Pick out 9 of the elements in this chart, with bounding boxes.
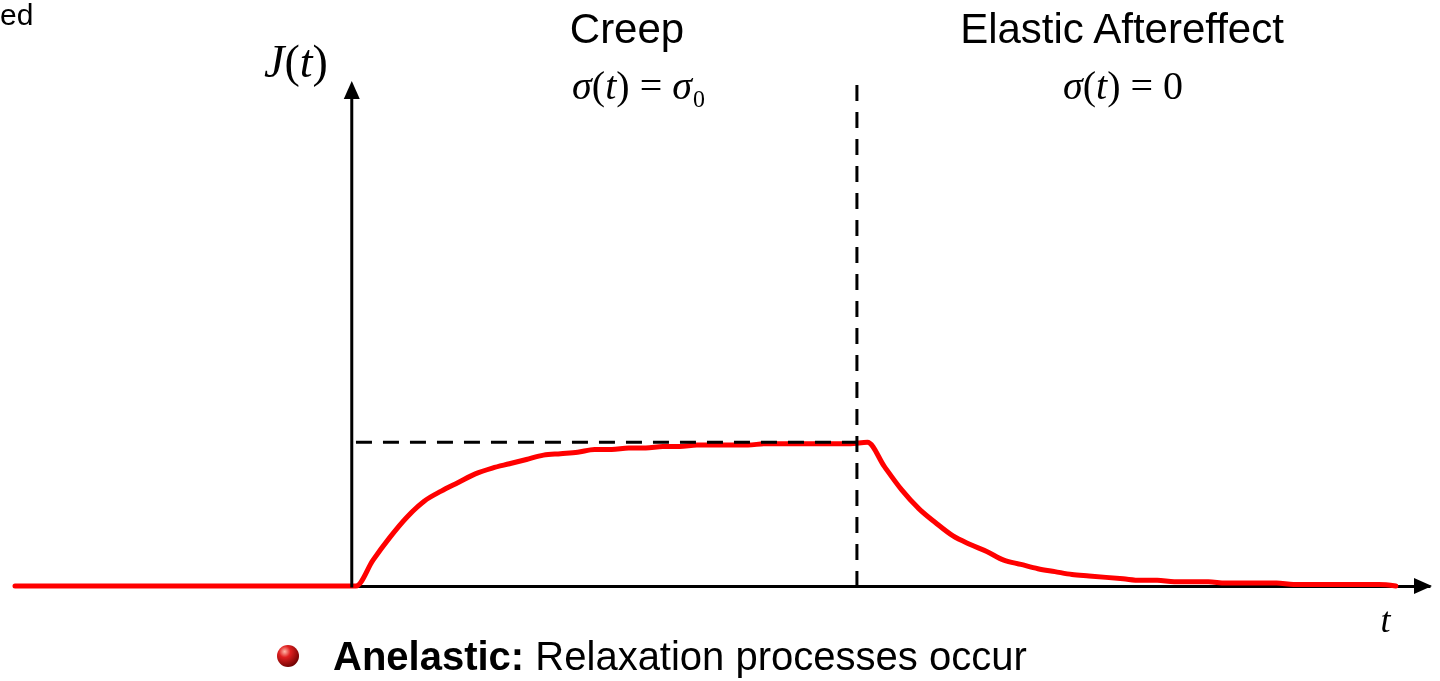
text: σ(t) = 0 xyxy=(1062,63,1184,108)
text: Creep xyxy=(569,5,685,52)
text: ed xyxy=(0,0,34,31)
x-axis-title: t xyxy=(1380,599,1392,640)
text: Elastic Aftereffect xyxy=(960,5,1284,52)
text: Anelastic: xyxy=(333,634,525,678)
text: σ(t) = σ₀ xyxy=(572,63,706,108)
text: Relaxation processes occur xyxy=(535,634,1027,678)
text: J(t) xyxy=(264,36,328,87)
